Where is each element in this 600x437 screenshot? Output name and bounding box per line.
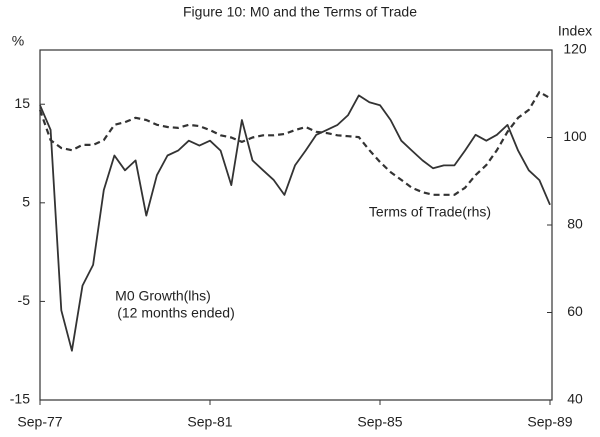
annotation: (12 months ended) — [117, 305, 235, 321]
y2-axis-label: Index — [558, 23, 592, 39]
x-tick-label: Sep-85 — [357, 414, 402, 430]
y-tick-label: -5 — [18, 292, 31, 308]
y2-tick-label: 40 — [567, 391, 583, 407]
y2-tick-label: 120 — [563, 41, 587, 57]
y-tick-label: 15 — [14, 95, 30, 111]
chart-title: Figure 10: M0 and the Terms of Trade — [183, 4, 417, 20]
annotation: Terms of Trade(rhs) — [369, 204, 491, 220]
x-tick-label: Sep-77 — [17, 414, 62, 430]
series-line — [38, 90, 551, 196]
x-tick-label: Sep-81 — [187, 414, 232, 430]
y-tick-label: 5 — [22, 194, 30, 210]
y2-tick-label: 100 — [563, 128, 587, 144]
y-tick-label: -15 — [10, 391, 30, 407]
y-axis-label: % — [12, 33, 24, 49]
series-line — [39, 94, 551, 352]
y2-tick-label: 60 — [567, 303, 583, 319]
y2-tick-label: 80 — [567, 216, 583, 232]
plot-frame — [39, 49, 553, 401]
annotation: M0 Growth(lhs) — [115, 288, 211, 304]
x-tick-label: Sep-89 — [527, 414, 572, 430]
